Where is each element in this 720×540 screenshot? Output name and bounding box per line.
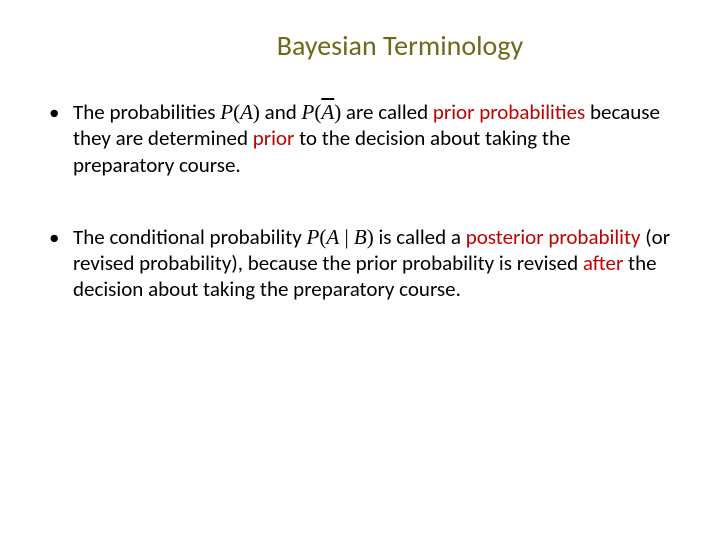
math-P: P <box>307 225 320 249</box>
slide: Bayesian Terminology The probabilities P… <box>0 0 720 540</box>
text-run: The probabilities <box>73 99 220 125</box>
highlight-text: posterior probability <box>466 224 641 250</box>
highlight-text: prior probabilities <box>433 99 585 125</box>
bullet-list: The probabilities P(A) and P(A) are call… <box>45 99 675 303</box>
math-paren: ) <box>253 100 260 124</box>
bullet-item: The probabilities P(A) and P(A) are call… <box>45 99 675 178</box>
slide-title: Bayesian Terminology <box>125 28 675 63</box>
text-run: The conditional probability <box>73 224 307 250</box>
highlight-text: prior <box>253 125 295 151</box>
text-run: are called <box>341 99 433 125</box>
text-run: is called a <box>374 224 466 250</box>
math-paren: ) <box>367 225 374 249</box>
math-A: A <box>326 225 339 249</box>
bullet-item: The conditional probability P(A | B) is … <box>45 224 675 303</box>
math-P: P <box>302 100 315 124</box>
math-P: P <box>220 100 233 124</box>
highlight-text: after <box>583 250 623 276</box>
math-A: A <box>240 100 253 124</box>
text-run: and <box>260 99 302 125</box>
math-bar: | <box>339 225 354 249</box>
math-B: B <box>354 225 367 249</box>
math-A-bar: A <box>321 100 334 124</box>
